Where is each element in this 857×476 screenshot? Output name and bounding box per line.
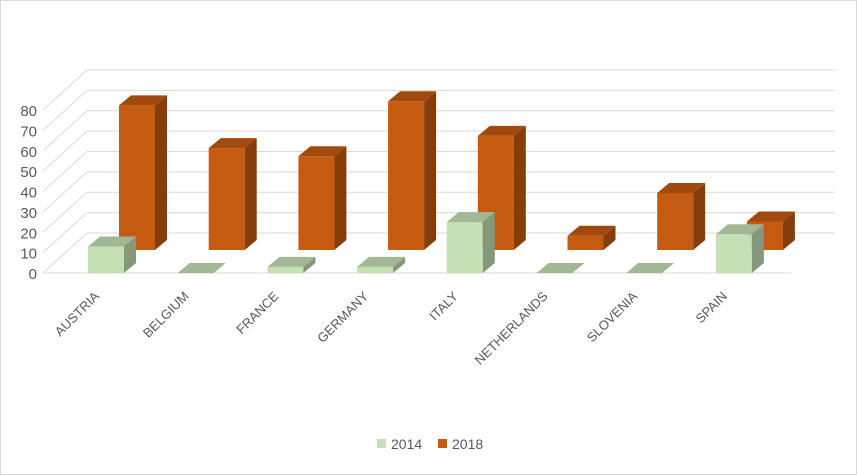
- y-tick-label: 30: [20, 205, 37, 222]
- x-category-label: BELGIUM: [140, 289, 192, 341]
- legend-label-2018: 2018: [452, 436, 483, 452]
- bars: [88, 91, 795, 274]
- y-axis-ticks: 0 10 20 30 40 50 60 70 80: [20, 103, 37, 283]
- y-tick-label: 50: [20, 164, 37, 181]
- bar-2018-netherlands: [567, 225, 616, 250]
- x-category-label: ITALY: [426, 288, 461, 323]
- x-category-label: SPAIN: [693, 289, 731, 327]
- y-tick-label: 40: [20, 185, 37, 202]
- y-tick-label: 20: [20, 225, 37, 242]
- bar-2018-slovenia: [657, 182, 706, 250]
- bar-2018-germany: [388, 91, 437, 250]
- bar-2014-germany: [357, 256, 406, 273]
- y-tick-label: 70: [20, 123, 37, 140]
- x-category-label: SLOVENIA: [584, 288, 641, 345]
- y-tick-label: 10: [20, 246, 37, 263]
- y-tick-label: 80: [20, 103, 37, 120]
- bar-2014-spain: [715, 224, 764, 273]
- x-axis-categories: AUSTRIA BELGIUM FRANCE GERMANY ITALY NETHERLA…: [52, 288, 730, 367]
- y-tick-label: 0: [29, 266, 37, 283]
- legend-swatch-2018: [438, 439, 447, 448]
- legend-label-2014: 2014: [391, 436, 422, 452]
- legend-swatch-2014: [377, 439, 386, 448]
- bar-2014-belgium: [177, 263, 226, 274]
- bar-2018-austria: [119, 95, 167, 251]
- legend: 2014 2018: [377, 436, 483, 452]
- bar-2018-belgium: [208, 138, 257, 250]
- bar-2014-netherlands: [536, 263, 585, 274]
- bar-2014-france: [267, 256, 316, 273]
- x-category-label: NETHERLANDS: [472, 288, 551, 367]
- y-tick-label: 60: [20, 144, 37, 161]
- x-category-label: FRANCE: [233, 288, 282, 337]
- bar-2018-france: [298, 146, 347, 250]
- x-category-label: AUSTRIA: [52, 288, 103, 339]
- bar-2014-austria: [88, 236, 136, 273]
- bar-2014-slovenia: [626, 263, 675, 274]
- bar-2014-italy: [446, 212, 495, 273]
- x-category-label: GERMANY: [314, 288, 371, 345]
